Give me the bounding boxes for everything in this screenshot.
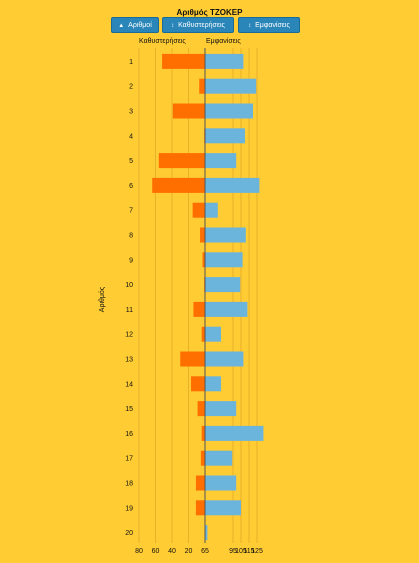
category-label-5: 5 [129, 158, 133, 165]
delay-bar-7 [192, 202, 205, 218]
appear-bar-6 [205, 177, 260, 193]
category-label-11: 11 [126, 307, 133, 314]
appear-bar-19 [205, 500, 241, 516]
delay-bar-9 [202, 252, 205, 268]
delay-bar-5 [158, 153, 205, 169]
appear-bar-9 [205, 252, 243, 268]
sort-by-appearances-label: Εμφανίσεις [255, 22, 290, 29]
appear-bar-7 [205, 202, 218, 218]
category-label-15: 15 [125, 406, 133, 413]
appear-bar-18 [205, 475, 237, 491]
appear-bar-4 [205, 128, 245, 144]
sort-by-appearances-button[interactable]: ↕ Εμφανίσεις [238, 17, 300, 33]
category-label-1: 1 [129, 59, 133, 66]
chart-title: Αριθμός ΤΖΟΚΕΡ [176, 8, 243, 17]
delays-header: Καθυστερήσεις [139, 38, 186, 45]
delay-bar-12 [201, 326, 205, 342]
right-tick-label: 95 [229, 548, 237, 555]
right-tick-label: 65 [201, 548, 209, 555]
delay-bar-3 [172, 103, 205, 119]
sort-by-number-label: Αριθμοί [128, 22, 152, 29]
delay-bar-1 [162, 53, 205, 69]
appear-bar-1 [205, 53, 244, 69]
category-label-7: 7 [129, 208, 133, 215]
delay-bar-19 [195, 500, 205, 516]
category-label-9: 9 [129, 257, 133, 264]
delay-bar-8 [200, 227, 205, 243]
category-label-20: 20 [125, 530, 133, 537]
appear-bar-5 [205, 153, 237, 169]
appear-bar-15 [205, 401, 237, 417]
right-tick-label: 125 [251, 548, 263, 555]
delay-bar-2 [199, 78, 205, 94]
left-tick-label: 20 [185, 548, 193, 555]
appear-bar-11 [205, 301, 248, 317]
sort-up-icon: ▲ [118, 23, 125, 29]
delay-bar-14 [190, 376, 205, 392]
category-label-8: 8 [129, 233, 133, 240]
sort-by-number-button[interactable]: ▲ Αριθμοί [111, 17, 159, 33]
category-label-13: 13 [125, 357, 133, 364]
category-label-6: 6 [129, 183, 133, 190]
category-label-4: 4 [129, 133, 133, 140]
category-label-14: 14 [125, 381, 133, 388]
appear-bar-20 [205, 525, 208, 541]
category-label-18: 18 [125, 481, 133, 488]
category-label-16: 16 [125, 431, 133, 438]
left-tick-label: 60 [152, 548, 160, 555]
left-tick-label: 40 [168, 548, 176, 555]
category-label-12: 12 [125, 332, 133, 339]
delay-bar-6 [152, 177, 205, 193]
delay-bar-11 [193, 301, 205, 317]
appear-bar-13 [205, 351, 244, 367]
sort-by-delays-button[interactable]: ↕ Καθυστερήσεις [162, 17, 234, 33]
appear-bar-8 [205, 227, 246, 243]
delay-bar-15 [197, 401, 205, 417]
appear-bar-16 [205, 425, 264, 441]
category-label-10: 10 [125, 282, 133, 289]
delay-bar-18 [195, 475, 205, 491]
appear-bar-2 [205, 78, 257, 94]
appear-bar-12 [205, 326, 221, 342]
delay-bar-13 [180, 351, 205, 367]
appearances-header: Εμφανίσεις [206, 38, 241, 45]
category-label-2: 2 [129, 84, 133, 91]
category-label-19: 19 [125, 505, 133, 512]
right-tick-label: 105 [235, 548, 247, 555]
sort-icon: ↕ [248, 23, 252, 29]
delay-bar-17 [200, 450, 205, 466]
right-tick-label: 115 [243, 548, 254, 555]
sort-icon: ↕ [171, 23, 175, 29]
appear-bar-3 [205, 103, 253, 119]
sort-by-delays-label: Καθυστερήσεις [178, 22, 225, 29]
left-tick-label: 80 [135, 548, 143, 555]
category-label-3: 3 [129, 109, 133, 116]
appear-bar-14 [205, 376, 221, 392]
appear-bar-10 [205, 277, 241, 293]
delay-bar-16 [201, 425, 205, 441]
category-label-17: 17 [125, 456, 133, 463]
appear-bar-17 [205, 450, 233, 466]
